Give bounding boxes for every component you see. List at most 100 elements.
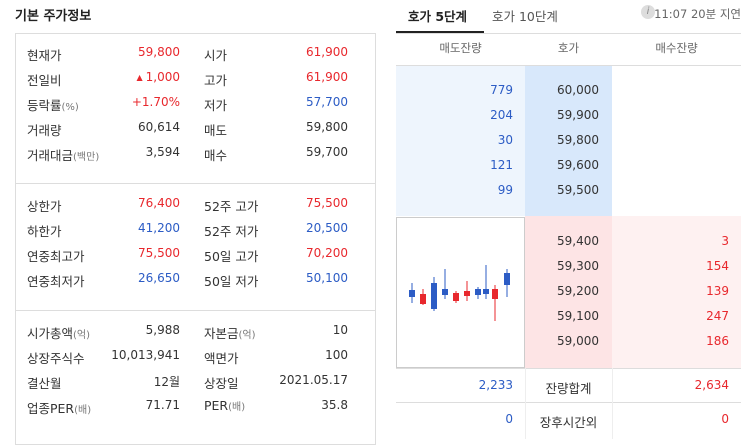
field-label: 자본금(억) <box>204 323 256 342</box>
value-text: 3,594 <box>145 145 180 159</box>
field-value: 35.8 <box>321 398 348 412</box>
ask-quantity: 30 <box>497 133 513 147</box>
label-text: 52주 고가 <box>204 199 259 214</box>
field-label: 전일비 <box>27 70 62 89</box>
ask-quantity: 779 <box>490 83 513 97</box>
field-value: 70,200 <box>306 246 348 260</box>
field-value: 57,700 <box>306 95 348 109</box>
bid-quantity: 139 <box>706 284 729 298</box>
summary-bid: 2,634 <box>694 378 729 392</box>
label-text: 전일비 <box>27 73 62 88</box>
field-label: 상한가 <box>27 196 62 215</box>
field-value: 75,500 <box>306 196 348 210</box>
field-value: 50,100 <box>306 271 348 285</box>
change-arrow: ▲ <box>136 73 143 82</box>
value-text: 76,400 <box>138 196 180 210</box>
label-text: 업종PER <box>27 401 75 416</box>
value-text: 100 <box>325 348 348 362</box>
field-label: 52주 저가 <box>204 221 258 240</box>
field-label: 매도 <box>204 120 227 139</box>
ask-quantity: 99 <box>497 183 513 197</box>
bid-price: 59,000 <box>557 334 599 348</box>
field-value: 5,988 <box>146 323 180 337</box>
field-value: 12월 <box>154 373 180 390</box>
value-text: 1,000 <box>145 70 180 84</box>
ask-price-bg <box>525 66 612 216</box>
field-value: 2021.05.17 <box>279 373 348 387</box>
value-text: 75,500 <box>306 196 348 210</box>
field-value: +1.70% <box>132 95 180 109</box>
label-text: PER <box>204 398 229 413</box>
field-label: 연중최고가 <box>27 246 85 265</box>
tab[interactable]: 호가 5단계 <box>408 9 468 24</box>
field-value: 75,500 <box>138 246 180 260</box>
label-text: 하한가 <box>27 224 62 239</box>
bid-quantity: 186 <box>706 334 729 348</box>
column-header: 호가 <box>557 41 580 55</box>
field-value: 10 <box>333 323 348 337</box>
candles <box>409 265 510 321</box>
field-value: 59,700 <box>306 145 348 159</box>
summary-label: 잔량합계 <box>545 381 592 396</box>
field-label: 상장주식수 <box>27 348 85 367</box>
value-text: 59,700 <box>306 145 348 159</box>
field-value: 100 <box>325 348 348 362</box>
field-label: 거래대금(백만) <box>27 145 99 164</box>
value-text: 12월 <box>153 375 180 389</box>
ask-price: 60,000 <box>557 83 599 97</box>
label-text: 상장주식수 <box>27 351 85 366</box>
bid-price: 59,100 <box>557 309 599 323</box>
field-label: 50일 고가 <box>204 246 258 265</box>
label-text: 액면가 <box>204 351 239 366</box>
summary-ask: 2,233 <box>478 378 513 392</box>
label-unit: (배) <box>74 405 92 416</box>
field-value: 71.71 <box>146 398 180 412</box>
mini-chart <box>396 217 525 368</box>
value-text: 2021.05.17 <box>279 373 348 387</box>
bid-bg <box>612 216 741 368</box>
label-text: 등락률 <box>27 98 62 113</box>
field-value: 59,800 <box>138 45 180 59</box>
info-icon[interactable]: i <box>641 5 655 19</box>
summary-bid: 0 <box>721 412 729 426</box>
ask-price: 59,900 <box>557 108 599 122</box>
label-text: 상한가 <box>27 199 62 214</box>
field-label: 연중최저가 <box>27 271 85 290</box>
label-text: 현재가 <box>27 48 62 63</box>
label-unit: (배) <box>228 402 246 413</box>
section-divider <box>16 183 375 184</box>
orderbook-panel: 호가 5단계 호가 10단계 i 11:07 20분 지연 매도잔량 호가 매수잔량 779 6… <box>396 0 741 439</box>
bid-quantity: 247 <box>706 309 729 323</box>
section-divider <box>16 310 375 311</box>
label-text: 상장일 <box>204 376 239 391</box>
field-value: 3,594 <box>146 145 180 159</box>
summary-label: 장후시간외 <box>539 415 598 430</box>
value-text: 75,500 <box>138 246 180 260</box>
label-text: 매도 <box>204 123 228 138</box>
field-label: 액면가 <box>204 348 239 367</box>
label-text: 저가 <box>204 98 228 113</box>
field-label: 시가 <box>204 45 227 64</box>
label-unit: (%) <box>61 102 79 113</box>
label-unit: (억) <box>238 330 256 341</box>
stock-info-panel: 기본 주가정보 현재가 59,800 시가 61,900 전일비 ▲ 1,000 고가 61,9… <box>15 9 376 445</box>
field-label: PER(배) <box>204 398 245 413</box>
value-text: +1.70% <box>131 95 180 109</box>
label-text: 결산월 <box>27 376 62 391</box>
tab[interactable]: 호가 10단계 <box>492 9 558 24</box>
bid-quantity: 3 <box>721 234 729 248</box>
field-label: 거래량 <box>27 120 62 139</box>
ask-quantity: 121 <box>490 158 513 172</box>
bid-quantity: 154 <box>706 259 729 273</box>
tab-underline <box>396 31 484 33</box>
field-value: 59,800 <box>306 120 348 134</box>
field-value: ▲ 1,000 <box>136 70 180 84</box>
ask-price: 59,800 <box>557 133 599 147</box>
field-label: 상장일 <box>204 373 239 392</box>
label-text: 거래대금 <box>27 148 74 163</box>
field-label: 하한가 <box>27 221 62 240</box>
tab-line <box>396 33 741 34</box>
label-text: 고가 <box>204 73 228 88</box>
bid-price: 59,300 <box>557 259 599 273</box>
